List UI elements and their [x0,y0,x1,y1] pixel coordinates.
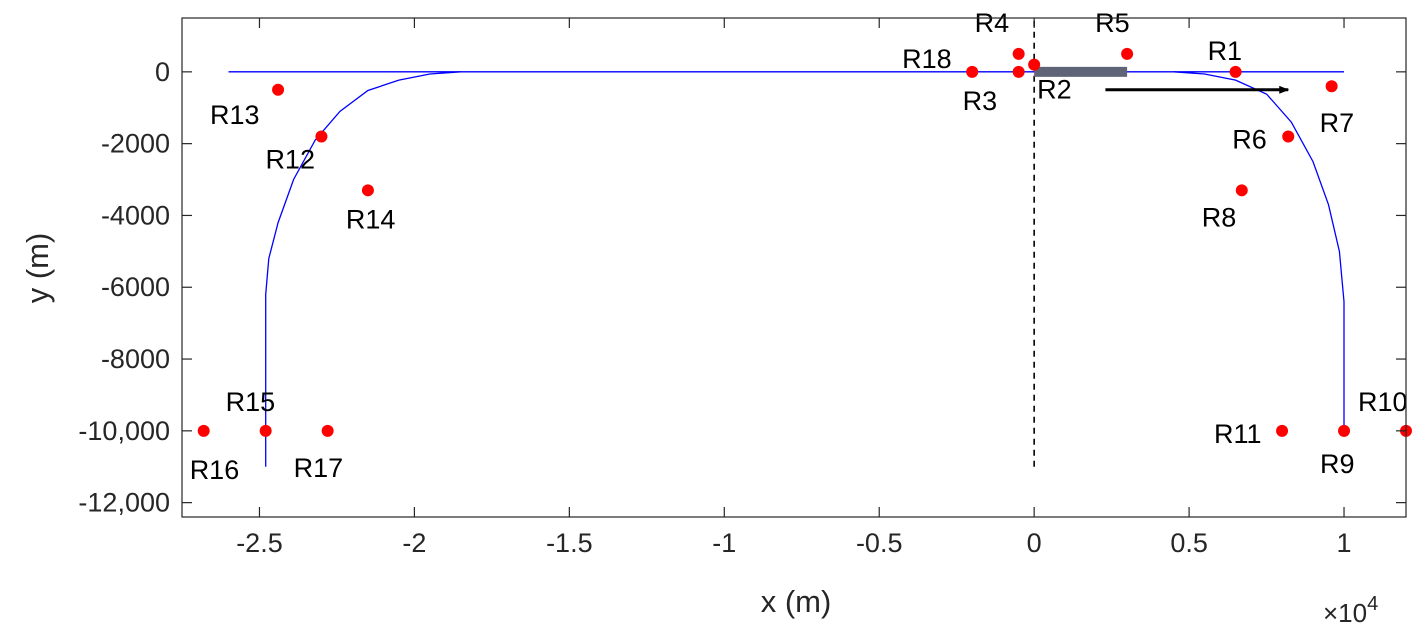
plot-frame [181,17,1407,518]
point-label-r17: R17 [294,453,344,483]
y-tick-label: -8000 [101,344,170,374]
point-label-r4: R4 [975,8,1010,38]
x-tick-label: -0.5 [856,528,903,558]
point-label-r2: R2 [1037,75,1072,105]
x-tick-label: -2 [402,528,426,558]
track-layer [228,71,1345,467]
point-r16 [197,424,210,437]
point-r1 [1229,65,1242,78]
y-tick-label: -12,000 [78,488,170,518]
x-tick-label: -1.5 [546,528,593,558]
track-segment-2 [265,71,461,467]
point-label-r18: R18 [902,44,952,74]
point-r7 [1325,80,1338,93]
point-label-r10: R10 [1358,387,1408,417]
x-axis-exponent: ×104 [1323,593,1378,628]
point-label-r16: R16 [190,455,240,485]
y-axis-title: y (m) [20,233,55,304]
y-tick-label: -2000 [101,129,170,159]
x-axis-title: x (m) [761,584,832,619]
x-axis-exponent-power: 4 [1367,593,1378,615]
x-tick-label: 0.5 [1170,528,1208,558]
point-r14 [361,184,374,197]
y-tick-label: -4000 [101,200,170,230]
y-tick-label: -6000 [101,272,170,302]
point-r12 [315,130,328,143]
point-r2 [1028,58,1041,71]
x-tick-label: 1 [1337,528,1352,558]
point-label-r1: R1 [1208,36,1243,66]
point-label-r8: R8 [1202,202,1237,232]
point-label-r3: R3 [963,86,998,116]
point-label-r13: R13 [210,100,260,130]
annotation-layer [1033,18,1290,467]
point-r6 [1282,130,1295,143]
point-r11 [1276,424,1289,437]
y-tick-label: 0 [155,57,170,87]
point-label-r15: R15 [226,387,276,417]
point-r15 [259,424,272,437]
x-tick-label: 0 [1027,528,1042,558]
point-label-r9: R9 [1320,449,1355,479]
point-r17 [321,424,334,437]
point-label-r14: R14 [346,204,396,234]
point-r3 [1012,65,1025,78]
x-axis-exponent-base: ×10 [1323,598,1367,628]
axes-layer: -2.5 -2 -1.5 -1 -0.5 0 0.5 1 0 -2000 -4000 -6000 -80… [78,17,1407,558]
x-tick-label: -2.5 [236,528,283,558]
point-r8 [1235,184,1248,197]
y-tick-label: -10,000 [78,416,170,446]
point-label-r12: R12 [265,144,315,174]
point-r4 [1012,47,1025,60]
point-label-r5: R5 [1095,8,1130,38]
x-tick-label: -1 [712,528,736,558]
point-label-r7: R7 [1320,108,1355,138]
point-r18 [966,65,979,78]
point-label-r11: R11 [1214,419,1262,449]
track-segment-3 [1173,71,1345,431]
point-r5 [1121,47,1134,60]
point-r9 [1338,424,1351,437]
source-bar [1034,66,1128,77]
point-label-r6: R6 [1232,124,1267,154]
point-r13 [272,83,285,96]
